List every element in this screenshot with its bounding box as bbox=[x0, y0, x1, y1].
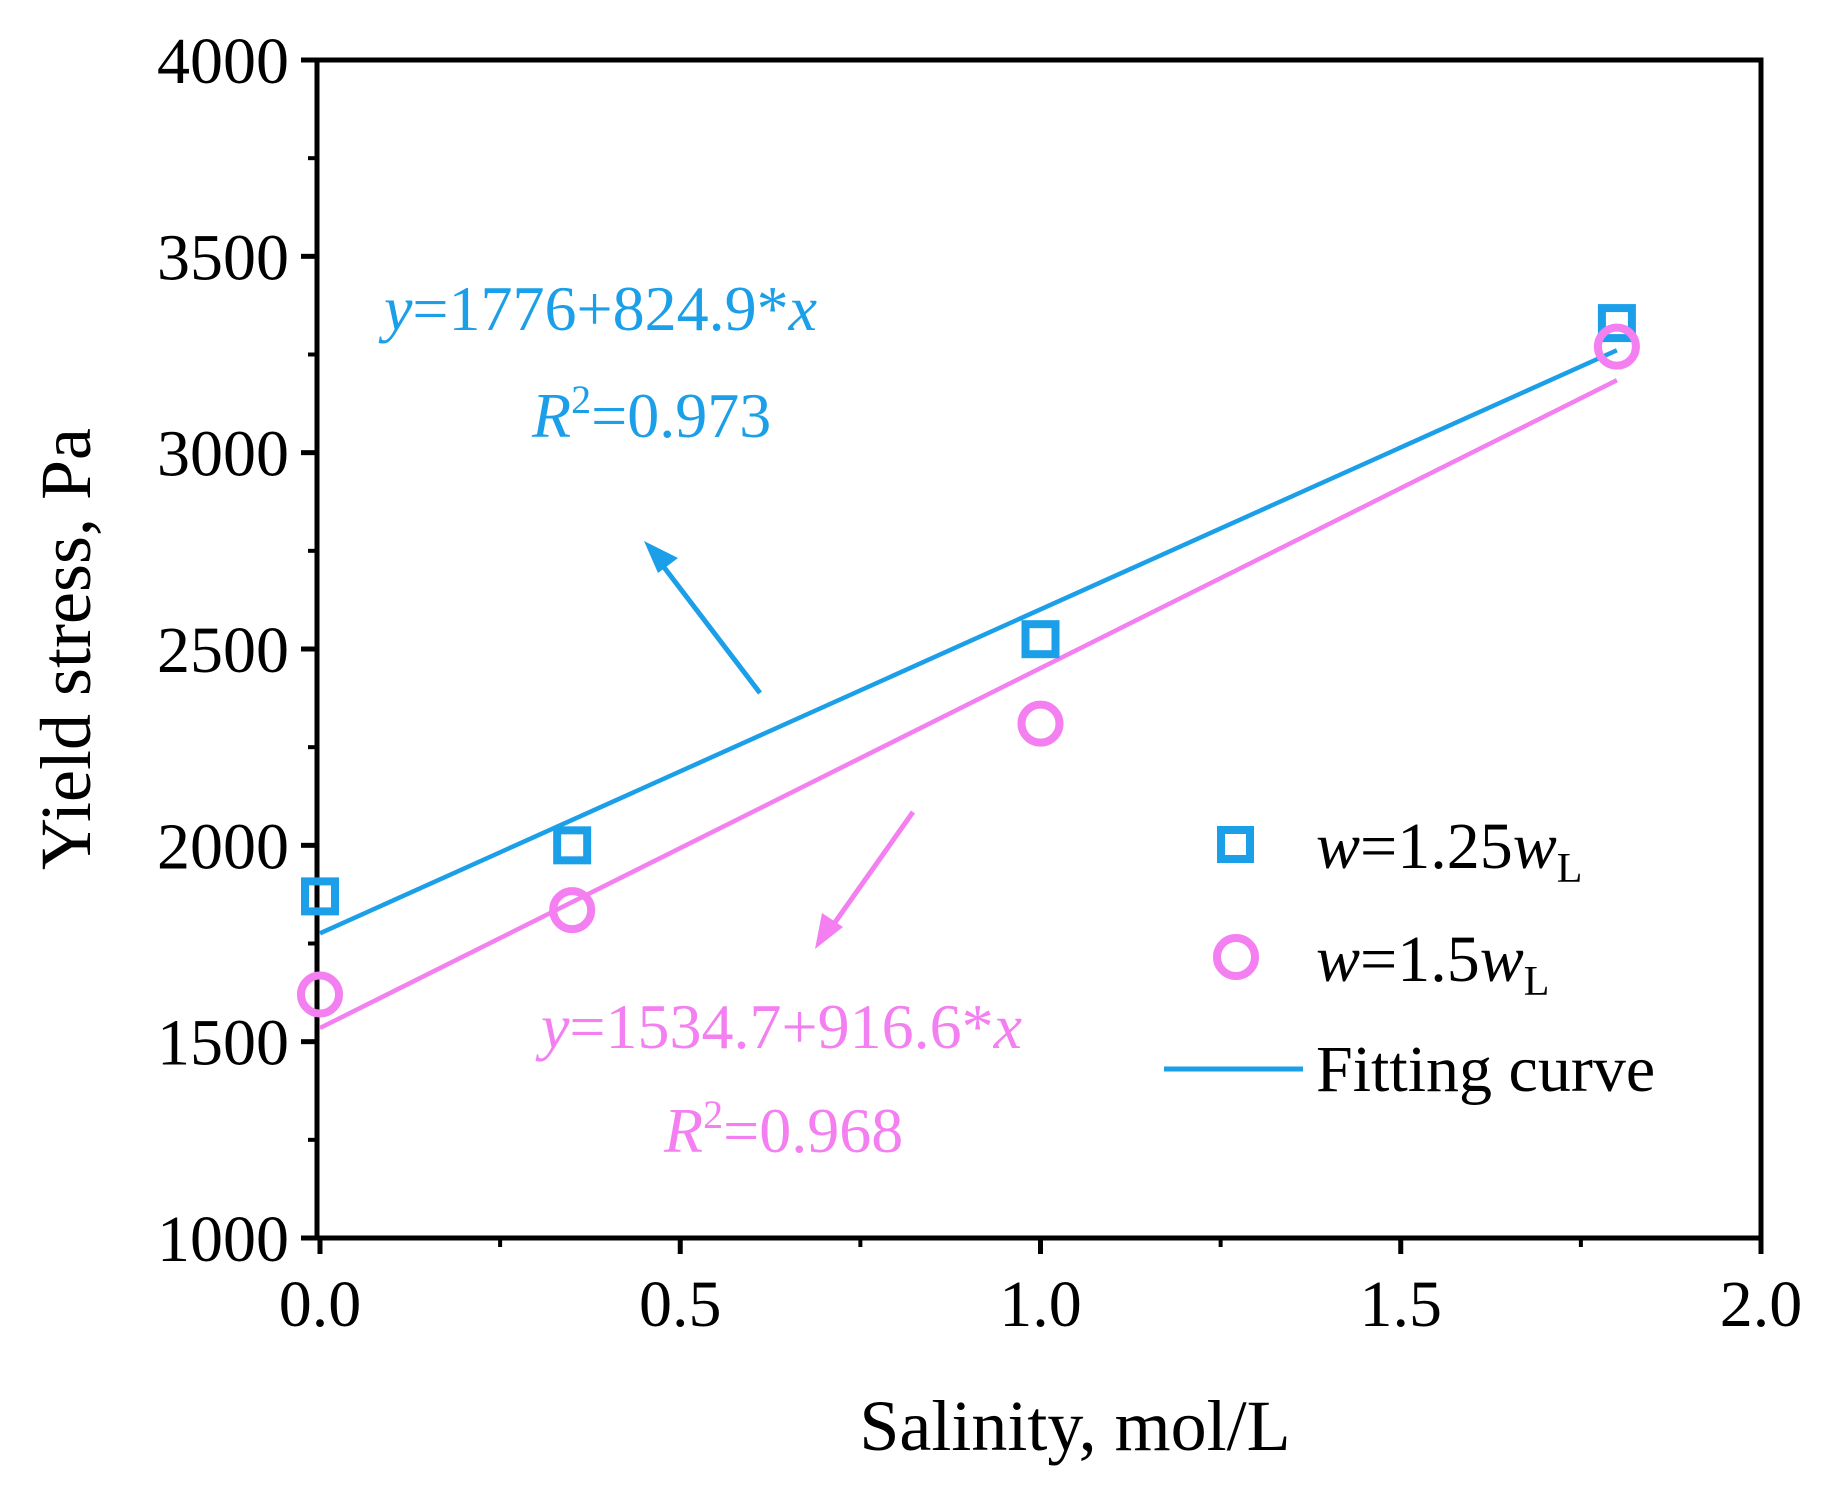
data-point-square bbox=[553, 826, 592, 865]
y-tick-label: 1500 bbox=[157, 1007, 289, 1080]
blue-r-sup: 2 bbox=[571, 377, 591, 422]
fit-line-series-1 bbox=[319, 348, 1618, 936]
data-point-square bbox=[1597, 304, 1636, 343]
data-point-square bbox=[1021, 620, 1060, 659]
blue-r-value: =0.973 bbox=[591, 380, 771, 451]
legend: w=1.25wL w=1.5wL Fitting curve bbox=[1164, 810, 1655, 1106]
x-tick-label: 1.0 bbox=[999, 1268, 1082, 1341]
y-axis-title: Yield stress, Pa bbox=[26, 428, 106, 870]
blue-eq-var: y bbox=[378, 273, 413, 344]
arrow-down-pink-head bbox=[815, 913, 843, 949]
x-tick-label: 2.0 bbox=[1720, 1268, 1803, 1341]
blue-r-var: R bbox=[531, 380, 571, 451]
data-point-circle bbox=[1017, 700, 1064, 747]
y-tick-label: 2000 bbox=[157, 810, 289, 883]
blue-eq-x: x bbox=[788, 273, 817, 344]
y-tick-label: 3000 bbox=[157, 418, 289, 491]
blue-equation: y=1776+824.9*x bbox=[378, 273, 817, 344]
pink-eq-var: y bbox=[535, 991, 570, 1062]
legend-circle-marker bbox=[1213, 934, 1259, 980]
data-point-circle bbox=[297, 971, 343, 1018]
x-tick-label: 0.5 bbox=[639, 1268, 722, 1341]
x-tick-label: 0.0 bbox=[279, 1268, 362, 1341]
arrow-up-blue-head bbox=[644, 541, 678, 573]
annotation-arrows bbox=[644, 541, 916, 949]
data-point-circle bbox=[549, 887, 596, 934]
legend-square-marker bbox=[1217, 826, 1254, 863]
y-tick-label: 1000 bbox=[157, 1203, 289, 1276]
fit-line-series-2 bbox=[318, 378, 1618, 1031]
arrow-up-blue bbox=[658, 560, 762, 695]
y-tick-label: 2500 bbox=[157, 614, 289, 687]
blue-eq-body: =1776+824.9* bbox=[412, 273, 788, 344]
data-markers bbox=[297, 304, 1640, 1018]
arrow-down-pink bbox=[828, 810, 916, 930]
pink-r-sup: 2 bbox=[703, 1092, 723, 1137]
data-point-circle bbox=[1593, 323, 1640, 370]
legend-item-1: w=1.25wL bbox=[1316, 810, 1582, 892]
legend-item-3: Fitting curve bbox=[1316, 1033, 1655, 1106]
pink-r-var: R bbox=[663, 1095, 703, 1166]
x-tick-label: 1.5 bbox=[1360, 1268, 1443, 1341]
legend-item-2: w=1.5wL bbox=[1316, 923, 1549, 1005]
y-tick-label: 4000 bbox=[157, 25, 289, 98]
pink-equation: y=1534.7+916.6*x bbox=[535, 991, 1022, 1062]
pink-r2: R2=0.968 bbox=[663, 1092, 903, 1166]
data-point-square bbox=[301, 877, 339, 916]
pink-eq-body: =1534.7+916.6* bbox=[569, 991, 993, 1062]
blue-r2: R2=0.973 bbox=[531, 377, 771, 451]
y-tick-label: 3500 bbox=[157, 221, 289, 294]
x-axis-title: Salinity, mol/L bbox=[859, 1386, 1290, 1466]
y-axis: 1000 1500 2000 2500 3000 3500 4000 bbox=[157, 25, 317, 1276]
fit-lines bbox=[318, 348, 1618, 1031]
pink-eq-x: x bbox=[993, 991, 1022, 1062]
x-axis: 0.0 0.5 1.0 1.5 2.0 bbox=[279, 1238, 1803, 1341]
pink-r-value: =0.968 bbox=[723, 1095, 903, 1166]
